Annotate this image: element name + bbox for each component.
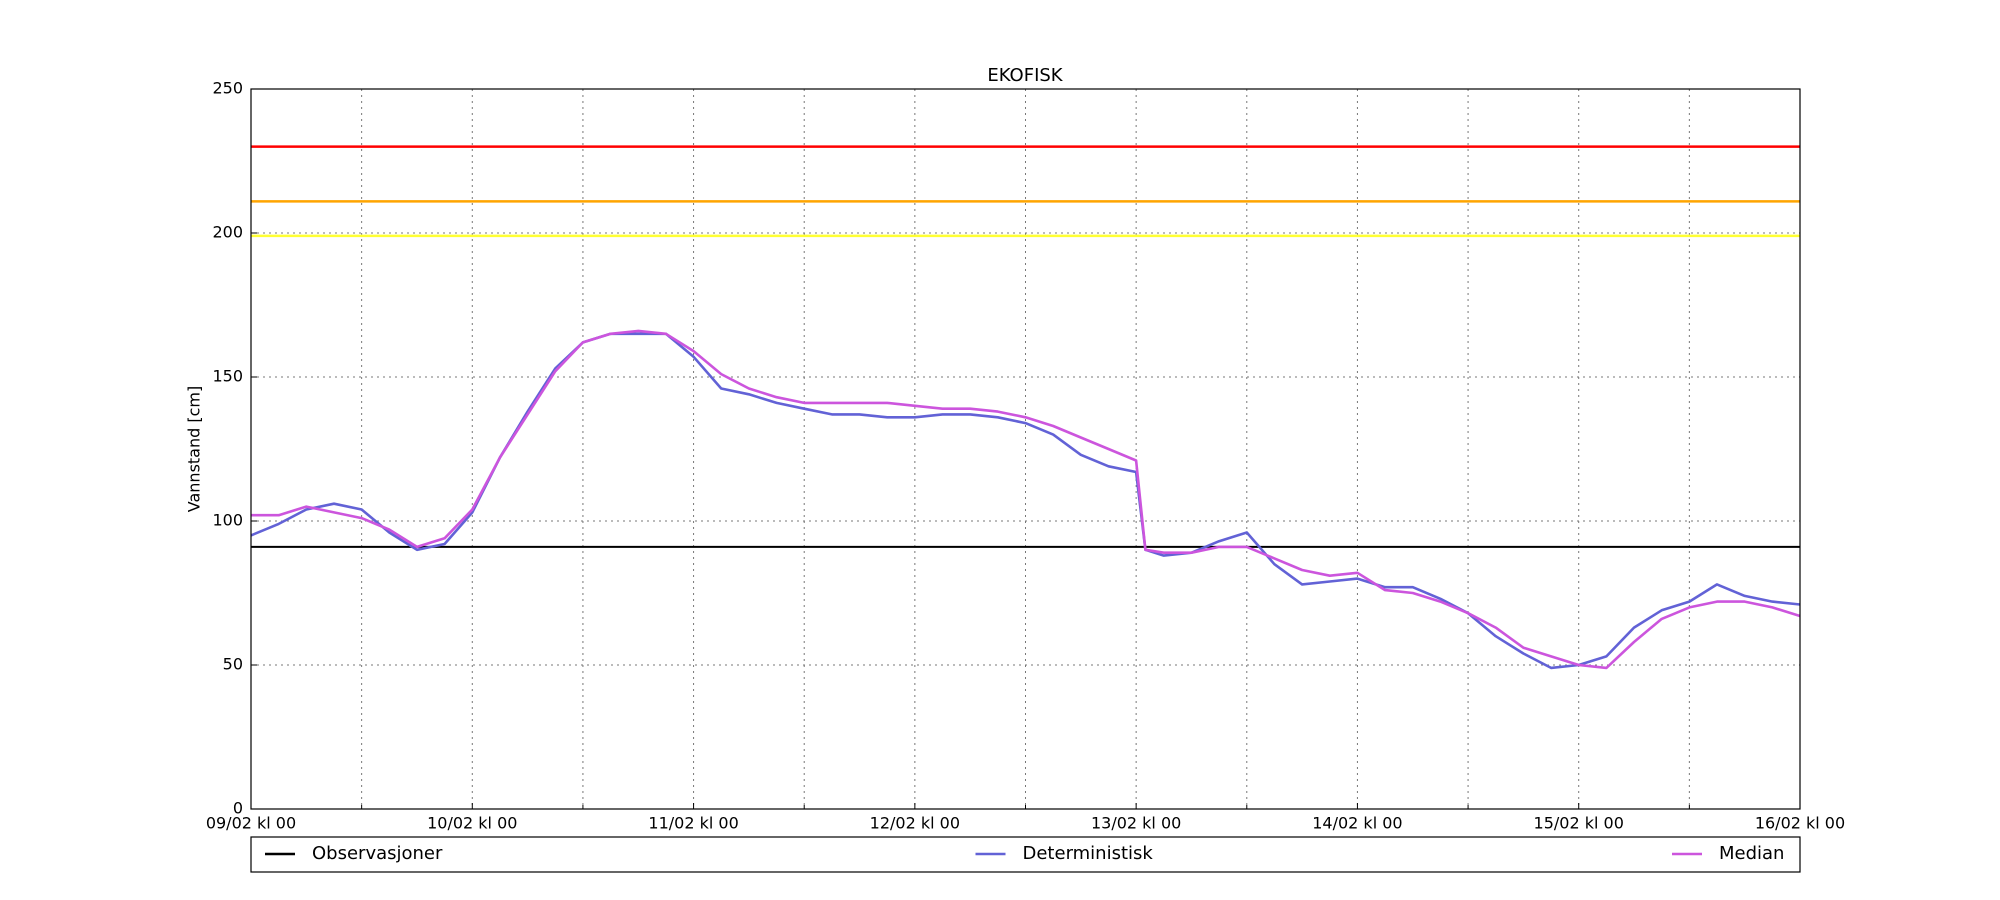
chart-title: EKOFISK	[987, 65, 1063, 86]
x-tick-label: 13/02 kl 00	[1091, 814, 1181, 833]
x-tick-label: 16/02 kl 00	[1755, 814, 1845, 833]
y-tick-label: 250	[212, 79, 243, 98]
x-tick-label: 10/02 kl 00	[427, 814, 517, 833]
y-tick-label: 0	[233, 799, 243, 818]
y-tick-label: 150	[212, 367, 243, 386]
series-line	[251, 329, 1801, 670]
x-tick-label: 12/02 kl 00	[870, 814, 960, 833]
legend-label: Deterministisk	[1023, 843, 1154, 864]
y-axis-label: Vannstand [cm]	[185, 386, 204, 512]
x-tick-label: 14/02 kl 00	[1312, 814, 1402, 833]
legend-label: Observasjoner	[312, 843, 443, 864]
legend-label: Median	[1719, 843, 1784, 864]
y-tick-label: 200	[212, 223, 243, 242]
x-tick-label: 09/02 kl 00	[206, 814, 296, 833]
legend-box	[250, 836, 1801, 873]
x-tick-label: 15/02 kl 00	[1534, 814, 1624, 833]
plot-frame	[250, 88, 1801, 810]
y-tick-label: 50	[223, 655, 243, 674]
x-tick-label: 11/02 kl 00	[648, 814, 738, 833]
y-tick-label: 100	[212, 511, 243, 530]
